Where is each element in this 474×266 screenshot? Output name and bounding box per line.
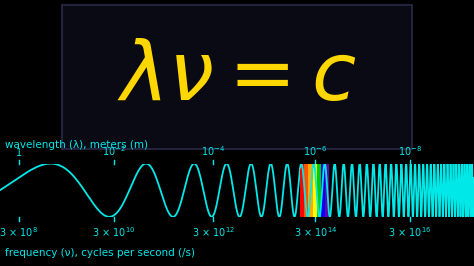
Bar (325, 164, 329, 217)
Bar (300, 164, 304, 217)
Text: frequency (ν), cycles per second (/s): frequency (ν), cycles per second (/s) (5, 248, 195, 258)
Bar (304, 164, 309, 217)
Text: 3 × 10$^{8}$: 3 × 10$^{8}$ (0, 225, 38, 239)
Text: 10$^{-2}$: 10$^{-2}$ (102, 144, 126, 158)
Bar (317, 164, 321, 217)
Text: $\lambda\nu = c$: $\lambda\nu = c$ (117, 39, 357, 118)
FancyBboxPatch shape (62, 5, 412, 149)
Text: 3 × 10$^{16}$: 3 × 10$^{16}$ (388, 225, 432, 239)
Text: wavelength (λ), meters (m): wavelength (λ), meters (m) (5, 140, 148, 150)
Text: 3 × 10$^{12}$: 3 × 10$^{12}$ (192, 225, 235, 239)
Text: 3 × 10$^{10}$: 3 × 10$^{10}$ (92, 225, 136, 239)
Bar (321, 164, 325, 217)
Text: 10$^{-6}$: 10$^{-6}$ (303, 144, 327, 158)
Text: 3 × 10$^{14}$: 3 × 10$^{14}$ (293, 225, 337, 239)
Text: 10$^{-8}$: 10$^{-8}$ (398, 144, 422, 158)
Bar (309, 164, 313, 217)
Bar (313, 164, 317, 217)
Text: 1: 1 (16, 148, 22, 158)
Text: 10$^{-4}$: 10$^{-4}$ (201, 144, 226, 158)
